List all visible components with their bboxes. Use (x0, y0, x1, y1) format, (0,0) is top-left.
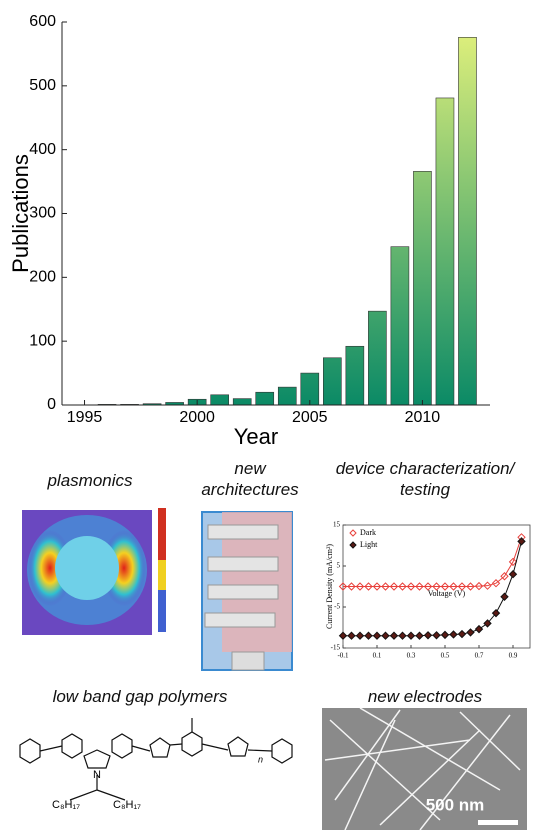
bar (346, 346, 364, 405)
heatmap (22, 508, 166, 635)
data-point (510, 571, 517, 578)
legend-marker (350, 530, 356, 536)
panel-caption: low band gap polymers (5, 686, 275, 707)
data-point (382, 632, 389, 639)
y-tick-label: 15 (333, 521, 341, 529)
panel-caption: plasmonics (30, 470, 150, 491)
data-point (459, 631, 466, 638)
bar (458, 37, 476, 405)
x-axis-label: Voltage (V) (428, 589, 466, 598)
data-point (348, 632, 355, 639)
panel-caption: device characterization/ testing (315, 458, 535, 500)
x-tick-label: 0.5 (441, 652, 450, 660)
data-point (365, 632, 372, 639)
architecture-diagram (202, 512, 292, 670)
jv-chart: -15 -5 5 15 -0.1 0.1 0.3 0.5 0.7 0.9 Voltage (V) Cu… (325, 521, 530, 660)
bar (436, 98, 454, 405)
y-tick-label: -5 (334, 603, 340, 611)
data-point (416, 632, 423, 639)
panel-caption: new electrodes (330, 686, 520, 707)
data-point (450, 631, 457, 638)
y-tick-label: 400 (29, 141, 56, 158)
x-tick-label: 0.3 (407, 652, 416, 660)
bar (256, 392, 274, 405)
molecule-chain: C₈H₁₇ (52, 799, 80, 811)
data-point (408, 632, 415, 639)
nanowire-image: 500 nm (322, 708, 527, 830)
data-point (357, 632, 364, 639)
y-tick-label: 600 (29, 13, 56, 30)
legend-label: Light (360, 540, 378, 549)
x-axis-label: Year (234, 424, 278, 449)
data-point (467, 629, 474, 636)
bar (278, 387, 296, 405)
y-tick-label: 200 (29, 269, 56, 286)
y-tick-label: 100 (29, 332, 56, 349)
y-tick-label: 5 (337, 562, 341, 570)
legend-label: Dark (360, 528, 376, 537)
bar (233, 399, 251, 405)
legend-marker (350, 542, 356, 548)
y-tick-label: -15 (331, 644, 341, 652)
molecule-n: N (93, 769, 101, 781)
bar (391, 247, 409, 405)
data-point (433, 632, 440, 639)
data-point (425, 632, 432, 639)
x-tick-label: -0.1 (337, 652, 349, 660)
x-tick-label: 1995 (67, 409, 103, 426)
data-point (391, 632, 398, 639)
molecule-chain: C₈H₁₇ (113, 799, 141, 811)
y-axis-label: Publications (8, 154, 33, 273)
molecule-repeat: n (258, 754, 263, 764)
data-point (476, 626, 483, 633)
data-point (399, 632, 406, 639)
y-tick-label: 300 (29, 205, 56, 222)
x-tick-label: 2000 (179, 409, 215, 426)
x-tick-label: 0.7 (475, 652, 484, 660)
y-tick-label: 0 (47, 396, 56, 413)
y-tick-label: 500 (29, 77, 56, 94)
y-axis-label: Current Density (mA/cm²) (325, 544, 334, 629)
data-point (340, 632, 347, 639)
x-tick-label: 2005 (292, 409, 328, 426)
data-point (442, 631, 449, 638)
x-tick-label: 0.1 (373, 652, 382, 660)
bar (323, 358, 341, 405)
scale-bar-label: 500 nm (426, 795, 485, 814)
x-tick-label: 0.9 (509, 652, 518, 660)
panel-caption: new architectures (190, 458, 310, 500)
bar (413, 171, 431, 405)
x-tick-label: 2010 (405, 409, 441, 426)
bar (211, 395, 229, 405)
molecule (20, 718, 292, 800)
page: 500 nm N C₈H₁₇ C₈H₁₇ n 0 100 200 300 400 500 6… (0, 0, 535, 830)
data-point (374, 632, 381, 639)
data-point (501, 593, 508, 600)
bar (368, 311, 386, 405)
